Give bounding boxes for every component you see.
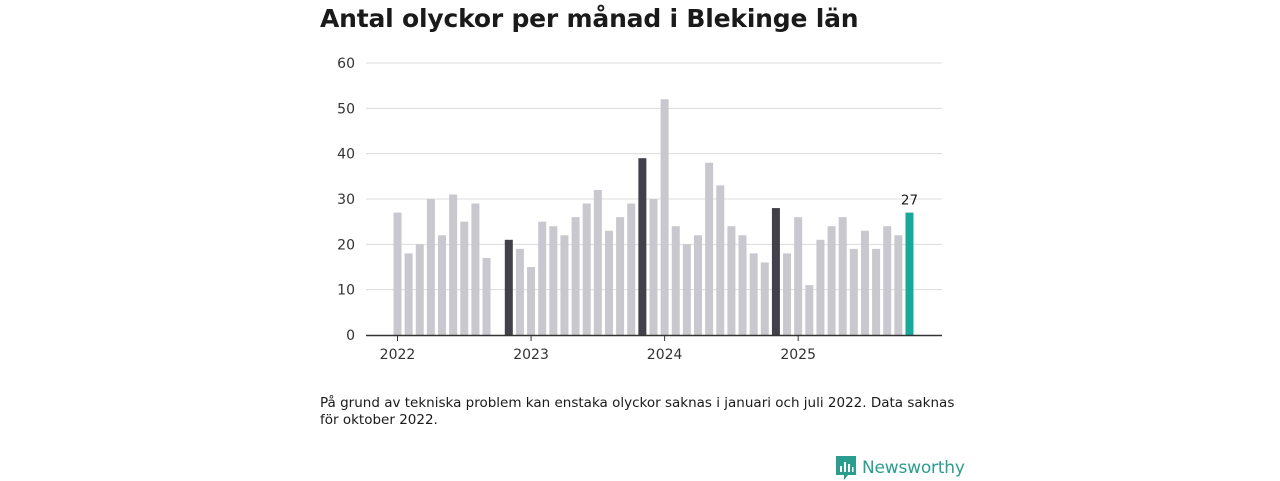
bar-2025-06 [849, 248, 858, 335]
bar-2022-06 [449, 194, 458, 335]
bar-2024-04 [694, 235, 703, 335]
y-tick-label: 30 [337, 192, 355, 208]
bar-chart: 0 10 20 30 40 50 60 2022 2023 2024 2025 27 [337, 56, 942, 363]
bar-2025-05 [838, 217, 847, 335]
bar-2023-02 [538, 221, 547, 335]
bar-2023-03 [549, 226, 558, 335]
bar-2022-04 [426, 199, 435, 335]
x-tick-label: 2025 [780, 347, 816, 363]
y-tick-label: 40 [337, 147, 355, 163]
bar-2025-09 [883, 226, 892, 335]
x-tick-label: 2024 [647, 347, 683, 363]
bar-2023-06 [582, 203, 591, 335]
y-tick-label: 20 [337, 237, 355, 253]
x-axis: 2022 2023 2024 2025 [366, 334, 942, 363]
bar-2025-11 [905, 212, 914, 335]
x-tick-label: 2023 [513, 347, 549, 363]
bar-2022-02 [404, 253, 413, 335]
bar-2024-03 [682, 244, 691, 335]
brand-logo[interactable]: Newsworthy [836, 455, 965, 481]
newsworthy-logo-icon [836, 456, 856, 480]
bar-2022-03 [415, 244, 424, 335]
bar-2022-09 [482, 257, 491, 335]
bar-2024-07 [727, 226, 736, 335]
bar-2022-12 [515, 248, 524, 335]
bar-2024-09 [749, 253, 758, 335]
bar-2025-01 [794, 217, 803, 335]
bar-2024-02 [671, 226, 680, 335]
current-value-label: 27 [901, 193, 918, 209]
y-tick-label: 50 [337, 101, 355, 117]
bar-2025-07 [860, 230, 869, 335]
bar-2024-12 [783, 253, 792, 335]
bar-2023-10 [627, 203, 636, 335]
bar-2025-03 [816, 239, 825, 335]
bar-2024-08 [738, 235, 747, 335]
y-tick-label: 60 [337, 56, 355, 72]
brand-name: Newsworthy [862, 458, 965, 478]
bar-2022-07 [460, 221, 469, 335]
footnote: På grund av tekniska problem kan enstaka… [320, 395, 955, 428]
bar-2023-07 [593, 189, 602, 335]
x-tick-label: 2022 [380, 347, 416, 363]
y-axis-labels: 0 10 20 30 40 50 60 [337, 56, 355, 344]
chart-title: Antal olyckor per månad i Blekinge län [320, 4, 859, 33]
bar-2024-06 [716, 185, 725, 335]
bar-2024-10 [760, 262, 769, 335]
bar-2022-08 [471, 203, 480, 335]
bar-2023-11 [638, 158, 647, 335]
bar-2022-05 [438, 235, 447, 335]
y-tick-label: 10 [337, 283, 355, 299]
bar-2024-05 [705, 162, 714, 335]
bar-2025-04 [827, 226, 836, 335]
bar-2023-01 [527, 267, 536, 335]
bar-2023-05 [571, 217, 580, 335]
bar-2025-02 [805, 285, 814, 335]
bar-2022-01 [393, 212, 402, 335]
bar-2024-11 [771, 208, 780, 335]
bars [393, 99, 914, 336]
bar-2025-10 [894, 235, 903, 335]
bar-2022-11 [504, 239, 513, 335]
bar-2023-12 [649, 199, 658, 335]
bar-2023-04 [560, 235, 569, 335]
data-labels: 27 [901, 193, 918, 209]
y-tick-label: 0 [346, 328, 355, 344]
bar-2023-09 [616, 217, 625, 335]
bar-2024-01 [660, 99, 669, 336]
bar-2023-08 [604, 230, 613, 335]
bar-2025-08 [872, 248, 881, 335]
